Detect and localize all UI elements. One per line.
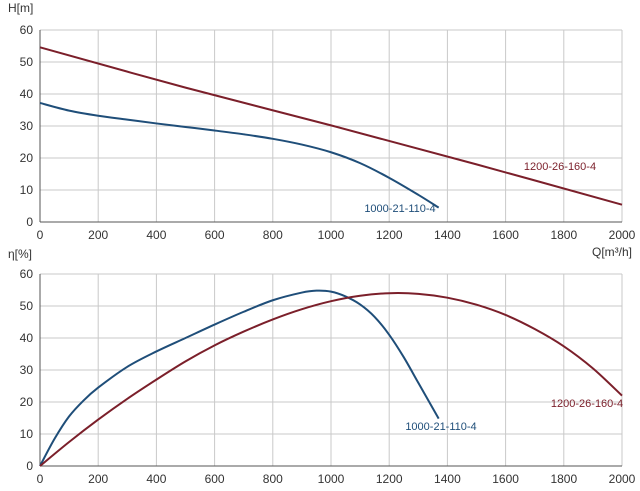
head-y-tick-label: 20	[20, 151, 34, 165]
efficiency-x-tick-label: 1800	[550, 472, 577, 486]
head-series-line-1200-26-160-4	[39, 46, 623, 206]
efficiency-y-tick-label: 30	[20, 363, 34, 377]
efficiency-y-axis-label: η[%]	[8, 247, 32, 261]
head-x-tick-label: 1000	[318, 228, 345, 242]
efficiency-y-tick-label: 20	[20, 395, 34, 409]
head-chart: 0 200 400 600 800 1000 1200 1400 1600 1800 2000 0 10…	[8, 1, 636, 259]
head-y-tick-label: 30	[20, 119, 34, 133]
efficiency-x-tick-label: 2000	[609, 472, 636, 486]
head-x-tick-label: 0	[37, 228, 44, 242]
efficiency-series-line-1000-21-110-4	[39, 289, 440, 467]
efficiency-y-tick-label: 50	[20, 299, 34, 313]
efficiency-x-tick-label: 1000	[318, 472, 345, 486]
head-series-label: 1000-21-110-4	[364, 203, 435, 215]
head-x-tick-label: 1600	[492, 228, 519, 242]
head-y-tick-label: 60	[20, 23, 34, 37]
efficiency-y-tick-label: 60	[20, 267, 34, 281]
efficiency-x-tick-label: 0	[37, 472, 44, 486]
efficiency-series-label: 1000-21-110-4	[405, 421, 476, 433]
head-x-tick-label: 1200	[376, 228, 403, 242]
efficiency-x-tick-label: 400	[146, 472, 166, 486]
head-y-axis-label: H[m]	[8, 1, 33, 15]
head-series-label: 1200-26-160-4	[524, 161, 596, 173]
efficiency-x-tick-label: 800	[263, 472, 283, 486]
efficiency-series-line-1200-26-160-4	[39, 292, 623, 467]
head-y-tick-label: 0	[26, 215, 33, 229]
head-x-tick-label: 1400	[434, 228, 461, 242]
head-x-tick-label: 400	[146, 228, 166, 242]
head-x-tick-label: 200	[88, 228, 108, 242]
efficiency-x-tick-label: 1400	[434, 472, 461, 486]
efficiency-x-tick-label: 200	[88, 472, 108, 486]
efficiency-y-tick-label: 40	[20, 331, 34, 345]
head-x-tick-label: 600	[205, 228, 225, 242]
efficiency-y-tick-label: 10	[20, 427, 34, 441]
efficiency-y-tick-label: 0	[26, 459, 33, 473]
head-x-tick-label: 2000	[609, 228, 636, 242]
head-x-tick-label: 1800	[550, 228, 577, 242]
head-x-axis-label: Q[m³/h]	[592, 245, 632, 259]
efficiency-chart: 0 200 400 600 800 1000 1200 1400 1600 1800 2000 0 10…	[8, 247, 636, 486]
efficiency-series-label: 1200-26-160-4	[551, 398, 623, 410]
head-x-tick-label: 800	[263, 228, 283, 242]
head-y-tick-label: 50	[20, 55, 34, 69]
efficiency-x-tick-label: 1200	[376, 472, 403, 486]
head-y-tick-label: 10	[20, 183, 34, 197]
efficiency-x-tick-label: 1600	[492, 472, 519, 486]
head-series-line-1000-21-110-4	[39, 101, 440, 209]
head-y-tick-label: 40	[20, 87, 34, 101]
efficiency-x-tick-label: 600	[205, 472, 225, 486]
